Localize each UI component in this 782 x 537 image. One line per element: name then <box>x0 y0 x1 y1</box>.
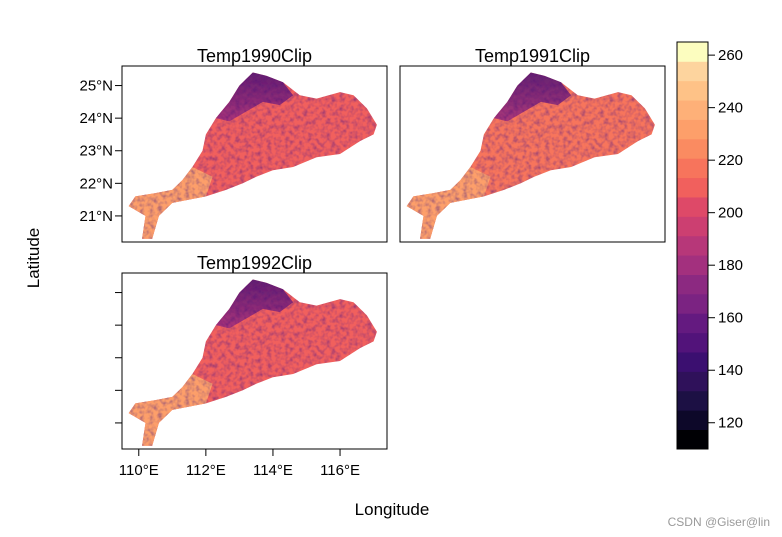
panel-2: Temp1991Clip <box>399 46 666 243</box>
y-tick-label: 25°N <box>79 78 113 95</box>
colorbar-swatch <box>677 80 708 101</box>
colorbar-tick-label: 260 <box>718 47 743 64</box>
temperature-raster <box>128 72 377 239</box>
colorbar-swatch <box>677 61 708 82</box>
region-northern-highlands <box>493 72 572 122</box>
colorbar-swatch <box>677 313 708 334</box>
colorbar-swatch <box>677 429 708 450</box>
colorbar-swatch <box>677 255 708 275</box>
temperature-raster <box>128 279 377 446</box>
panel-frame <box>121 65 388 243</box>
colorbar-swatch <box>677 197 708 217</box>
colorbar-swatch <box>677 390 708 411</box>
colorbar-frame <box>676 41 709 450</box>
colorbar-tick-label: 140 <box>718 362 743 379</box>
panel-frame <box>121 272 388 450</box>
region-coastal <box>128 374 213 446</box>
region-northern-highlands <box>215 279 294 329</box>
colorbar-swatch <box>677 410 708 431</box>
panel-title: Temp1991Clip <box>475 46 590 66</box>
region-coastal <box>128 167 213 239</box>
colorbar-swatch <box>677 42 708 62</box>
colorbar-tick-label: 220 <box>718 152 743 169</box>
colorbar-tick-label: 160 <box>718 310 743 327</box>
colorbar-swatch <box>677 235 708 256</box>
panel-3: Temp1992Clip <box>121 253 388 450</box>
colorbar-swatch <box>677 293 708 314</box>
watermark: CSDN @Giser@lin <box>667 515 770 529</box>
panel-frame <box>399 65 666 243</box>
colorbar-tick-label: 200 <box>718 205 743 222</box>
x-axis-label: Longitude <box>355 500 430 519</box>
colorbar-tick-label: 120 <box>718 415 743 432</box>
colorbar-swatch <box>677 158 708 179</box>
colorbar-tick-label: 240 <box>718 100 743 117</box>
temperature-raster <box>406 72 655 239</box>
y-tick-label: 21°N <box>79 208 113 225</box>
colorbar-swatch <box>677 177 708 198</box>
y-tick-label: 22°N <box>79 175 113 192</box>
colorbar-swatch <box>677 371 708 392</box>
y-axis-label: Latitude <box>24 228 43 289</box>
panel-title: Temp1990Clip <box>197 46 312 66</box>
colorbar-swatch <box>677 332 708 353</box>
panel-1: Temp1990Clip <box>121 46 388 243</box>
region-coastal <box>406 167 491 239</box>
y-tick-label: 23°N <box>79 143 113 160</box>
colorbar-swatch <box>677 216 708 237</box>
colorbar-swatch <box>677 352 708 372</box>
x-tick-label: 114°E <box>253 462 293 479</box>
colorbar-swatch <box>677 138 708 159</box>
y-tick-label: 24°N <box>79 110 113 127</box>
x-tick-label: 116°E <box>320 462 360 479</box>
x-tick-label: 110°E <box>119 462 159 479</box>
x-tick-label: 112°E <box>186 462 226 479</box>
colorbar-swatch <box>677 119 708 140</box>
colorbar-swatch <box>677 274 708 295</box>
panel-title: Temp1992Clip <box>197 253 312 273</box>
region-northern-highlands <box>215 72 294 122</box>
colorbar-swatch <box>677 100 708 120</box>
colorbar-tick-label: 180 <box>718 257 743 274</box>
